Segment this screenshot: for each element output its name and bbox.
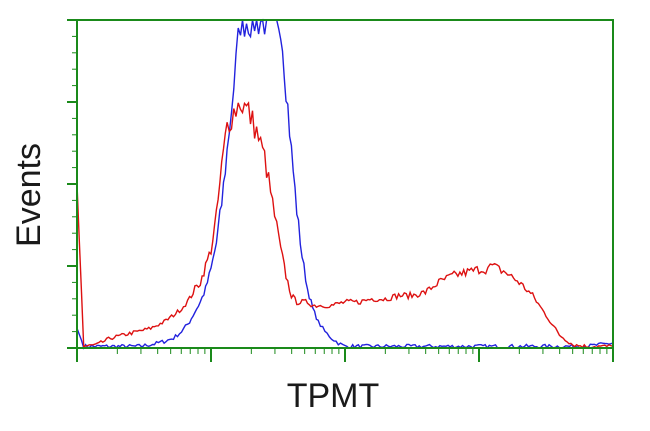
y-axis-label: Events xyxy=(10,143,48,247)
series-layer xyxy=(76,18,614,350)
x-axis-label: TPMT xyxy=(287,377,380,415)
plot-frame xyxy=(76,19,614,349)
series-line-1 xyxy=(76,18,614,350)
series-line-2 xyxy=(76,101,614,349)
tick-layer xyxy=(67,19,614,362)
